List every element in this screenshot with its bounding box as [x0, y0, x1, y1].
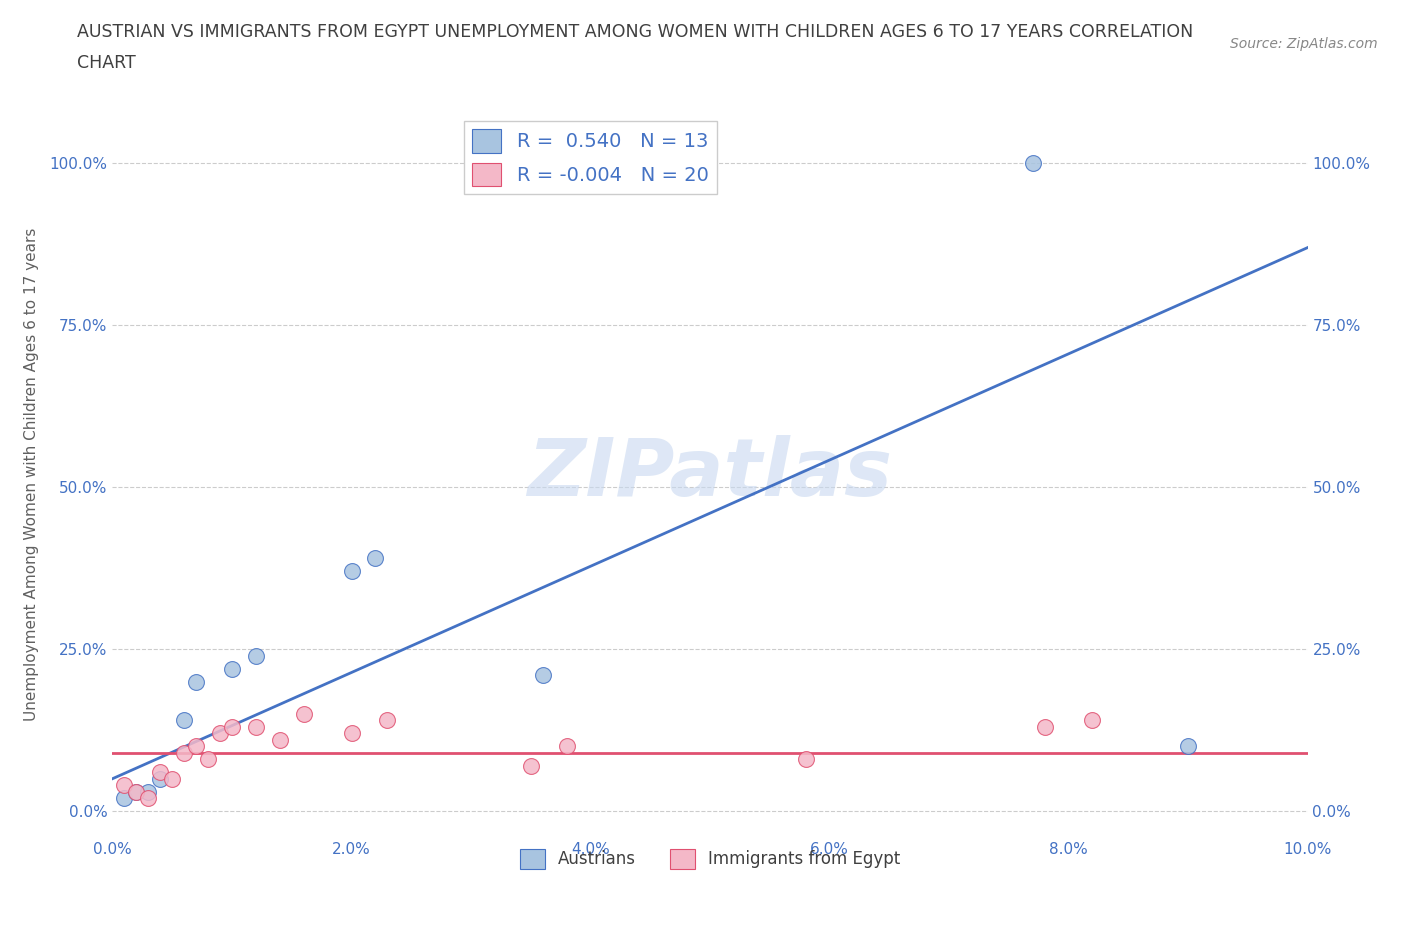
Point: [269, 733, 291, 748]
Text: CHART: CHART: [77, 54, 136, 72]
Point: [245, 720, 267, 735]
Point: [364, 551, 387, 566]
Legend: Austrians, Immigrants from Egypt: Austrians, Immigrants from Egypt: [513, 843, 907, 876]
Text: ZIPatlas: ZIPatlas: [527, 435, 893, 513]
Point: [1022, 156, 1045, 171]
Point: [340, 726, 363, 741]
Point: [186, 738, 208, 753]
Point: [531, 668, 554, 683]
Point: [209, 726, 232, 741]
Point: [138, 784, 160, 799]
Point: [162, 771, 183, 786]
Point: [340, 564, 363, 578]
Y-axis label: Unemployment Among Women with Children Ages 6 to 17 years: Unemployment Among Women with Children A…: [24, 228, 38, 721]
Point: [186, 674, 208, 689]
Point: [114, 790, 135, 805]
Point: [149, 771, 172, 786]
Point: [138, 790, 160, 805]
Point: [1033, 720, 1056, 735]
Text: Source: ZipAtlas.com: Source: ZipAtlas.com: [1230, 37, 1378, 51]
Point: [114, 777, 135, 792]
Point: [173, 745, 195, 760]
Point: [125, 784, 148, 799]
Point: [377, 713, 399, 728]
Point: [221, 720, 243, 735]
Point: [1177, 738, 1199, 753]
Text: AUSTRIAN VS IMMIGRANTS FROM EGYPT UNEMPLOYMENT AMONG WOMEN WITH CHILDREN AGES 6 : AUSTRIAN VS IMMIGRANTS FROM EGYPT UNEMPL…: [77, 23, 1194, 41]
Point: [245, 648, 267, 663]
Point: [125, 784, 148, 799]
Point: [520, 758, 543, 773]
Point: [555, 738, 578, 753]
Point: [221, 661, 243, 676]
Point: [173, 713, 195, 728]
Point: [149, 764, 172, 779]
Point: [1081, 713, 1104, 728]
Point: [197, 751, 219, 766]
Point: [794, 751, 817, 766]
Point: [292, 707, 315, 722]
